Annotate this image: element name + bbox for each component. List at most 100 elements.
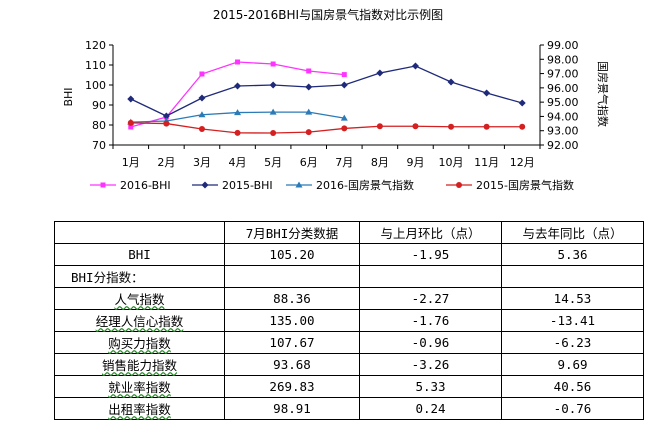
legend-label: 2016-BHI: [120, 179, 171, 192]
y2-tick-label: 96.00: [547, 82, 579, 95]
x-tick-label: 4月: [229, 156, 247, 169]
data-point-2: [269, 108, 277, 115]
data-point-3: [376, 123, 383, 130]
table-row: BHI分指数：: [54, 265, 644, 288]
data-point-3: [198, 126, 205, 132]
y2-tick-label: 94.00: [547, 110, 579, 123]
row-label: 销售能力指数: [101, 358, 177, 373]
table-cell: [359, 265, 502, 288]
data-point-1: [269, 81, 277, 89]
data-point-3: [412, 123, 419, 130]
data-point-3: [163, 120, 170, 127]
table-row: 经理人信心指数 135.00 -1.76 -13.41: [54, 309, 644, 332]
row-label: 人气指数: [114, 292, 165, 307]
x-tick-label: 7月: [335, 156, 353, 169]
y2-tick-label: 92.00: [547, 139, 579, 152]
y2-tick-label: 99.00: [547, 39, 579, 52]
table-cell: 107.67: [224, 331, 360, 354]
data-point-2: [305, 108, 313, 115]
comparison-line-chart: 2015-2016BHI与国房景气指数对比示例图 70 80 90 100 110 120…: [62, 7, 610, 192]
table-row: 出租率指数 98.91 0.24 -0.76: [54, 397, 644, 420]
y2-axis-label: 国房景气指数: [596, 61, 610, 127]
data-point-3: [270, 130, 277, 136]
data-point-1: [340, 81, 348, 89]
data-point-1: [376, 69, 384, 77]
table-cell: 5.36: [501, 243, 644, 266]
table-cell: -13.41: [501, 309, 644, 332]
legend-label: 2015-BHI: [222, 179, 273, 192]
data-point-0: [306, 68, 312, 74]
table-cell: 105.20: [224, 243, 360, 266]
table-header-cell: 与上月环比（点）: [359, 221, 502, 244]
data-point-0: [270, 61, 276, 67]
chart-title: 2015-2016BHI与国房景气指数对比示例图: [213, 7, 443, 22]
legend-marker: [295, 181, 303, 188]
table-cell: 135.00: [224, 309, 360, 332]
table-header-row: 7月BHI分类数据 与上月环比（点） 与去年同比（点）: [54, 221, 644, 244]
data-point-3: [519, 123, 526, 130]
series-line-3: [130, 122, 523, 134]
legend-item: 2015-国房景气指数: [446, 178, 574, 192]
x-tick-label: 2月: [157, 156, 175, 169]
row-label: 出租率指数: [108, 402, 171, 417]
data-point-1: [162, 112, 170, 120]
table-header-cell: [54, 221, 225, 244]
series-line-1: [130, 65, 523, 117]
data-point-3: [483, 123, 490, 130]
y-tick-label: 90: [92, 99, 106, 112]
y-tick-label: 80: [92, 119, 106, 132]
table-cell: -1.95: [359, 243, 502, 266]
y-tick-label: 120: [85, 39, 106, 52]
table-header-cell: 7月BHI分类数据: [224, 221, 360, 244]
row-label-cell: BHI分指数：: [54, 265, 225, 288]
x-tick-label: 10月: [439, 156, 464, 169]
legend-marker: [201, 181, 209, 189]
data-point-0: [341, 72, 347, 78]
table-row: 销售能力指数 93.68 -3.26 9.69: [54, 353, 644, 376]
y2-tick-label: 95.00: [547, 96, 579, 109]
table-cell: 93.68: [224, 353, 360, 376]
x-tick-label: 6月: [300, 156, 318, 169]
table-cell: [501, 265, 644, 288]
legend-marker: [456, 182, 462, 188]
data-point-1: [447, 78, 455, 86]
y2-tick-label: 93.00: [547, 125, 579, 138]
data-point-2: [198, 111, 206, 118]
data-point-0: [128, 124, 134, 130]
legend-item: 2016-BHI: [90, 179, 171, 192]
row-label-cell: 出租率指数: [54, 397, 225, 420]
row-label-cell: 就业率指数: [54, 375, 225, 398]
row-label-cell: 人气指数: [54, 287, 225, 310]
x-tick-label: 12月: [510, 156, 535, 169]
row-label-cell: 购买力指数: [54, 331, 225, 354]
bhi-data-table: 7月BHI分类数据 与上月环比（点） 与去年同比（点） BHI 105.20 -1.95 5…: [54, 221, 644, 420]
table-cell: -6.23: [501, 331, 644, 354]
row-label-cell: 经理人信心指数: [54, 309, 225, 332]
data-point-1: [411, 62, 419, 70]
table-cell: -1.76: [359, 309, 502, 332]
data-point-2: [340, 114, 348, 121]
table-row: 就业率指数 269.83 5.33 40.56: [54, 375, 644, 398]
table-cell: 98.91: [224, 397, 360, 420]
y-tick-label: 70: [92, 139, 106, 152]
data-point-1: [483, 89, 491, 97]
row-label-cell: BHI: [54, 243, 225, 266]
row-label: 购买力指数: [108, 336, 171, 351]
table-cell: 5.33: [359, 375, 502, 398]
legend-marker: [100, 182, 106, 188]
table-cell: 14.53: [501, 287, 644, 310]
data-point-2: [234, 109, 242, 116]
data-point-3: [127, 119, 134, 126]
table-row: 购买力指数 107.67 -0.96 -6.23: [54, 331, 644, 354]
table-cell: -0.96: [359, 331, 502, 354]
y2-tick-label: 97.00: [547, 68, 579, 81]
data-point-1: [127, 95, 135, 103]
table-row: BHI 105.20 -1.95 5.36: [54, 243, 644, 266]
data-point-3: [305, 129, 312, 136]
legend-item: 2016-国房景气指数: [286, 178, 414, 192]
data-point-3: [341, 125, 348, 132]
table-cell: 40.56: [501, 375, 644, 398]
legend-label: 2015-国房景气指数: [476, 178, 574, 192]
data-point-1: [198, 94, 206, 102]
